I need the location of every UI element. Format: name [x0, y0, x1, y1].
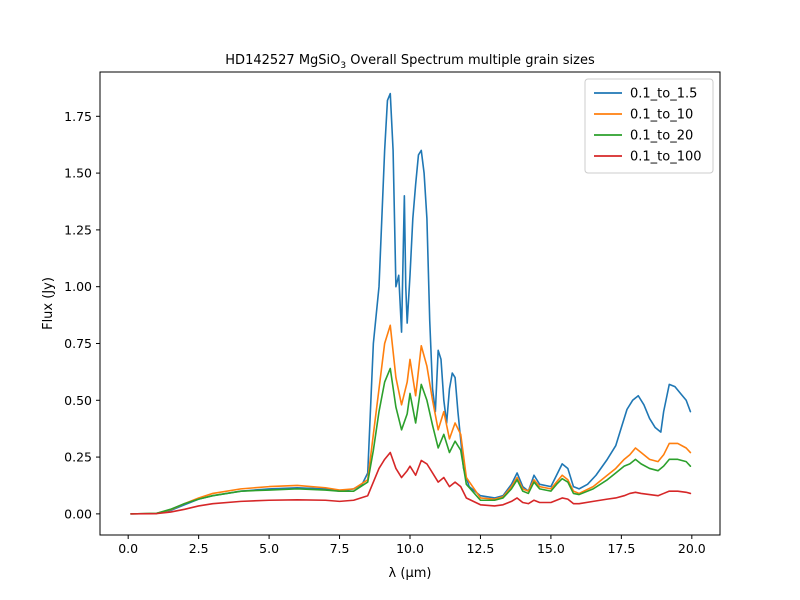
y-tick-label: 0.75 [64, 336, 92, 351]
y-tick-label: 0.00 [64, 506, 92, 521]
x-axis-label: λ (μm) [389, 566, 432, 581]
legend: 0.1_to_1.5 0.1_to_10 0.1_to_20 0.1_to_100 [584, 78, 714, 174]
title-rest: Overall Spectrum multiple grain sizes [346, 53, 595, 68]
x-tick-label: 2.5 [189, 541, 209, 556]
y-tick-label: 0.50 [64, 393, 92, 408]
y-axis-ticks: 0.00 0.25 0.50 0.75 1.00 1.25 1.50 1.75 [64, 109, 100, 521]
y-tick-label: 1.00 [64, 279, 92, 294]
y-tick-label: 1.50 [64, 166, 92, 181]
legend-label: 0.1_to_1.5 [630, 87, 697, 102]
y-axis-label: Flux (Jy) [41, 277, 56, 330]
x-tick-label: 12.5 [467, 541, 495, 556]
y-tick-label: 0.25 [64, 450, 92, 465]
series-line-1 [130, 92, 692, 515]
y-tick-label: 1.75 [64, 109, 92, 124]
legend-box [584, 78, 714, 174]
x-tick-label: 7.5 [330, 541, 350, 556]
x-tick-label: 5.0 [259, 541, 279, 556]
x-tick-label: 0.0 [118, 541, 138, 556]
x-tick-label: 10.0 [396, 541, 424, 556]
legend-label: 0.1_to_100 [630, 150, 702, 165]
legend-label: 0.1_to_10 [630, 108, 693, 123]
legend-label: 0.1_to_20 [630, 129, 693, 144]
y-tick-label: 1.25 [64, 222, 92, 237]
title-subscript: 3 [340, 61, 346, 71]
title-main: HD142527 MgSiO [225, 53, 340, 68]
x-axis-ticks: 0.0 2.5 5.0 7.5 10.0 12.5 15.0 17.5 20.0 [118, 535, 706, 556]
series-layer [130, 92, 692, 515]
series-line-2 [130, 324, 692, 515]
series-line-3 [130, 367, 692, 515]
series-line-4 [130, 451, 692, 515]
x-tick-label: 20.0 [678, 541, 706, 556]
x-tick-label: 17.5 [607, 541, 635, 556]
chart-title: HD142527 MgSiO3 Overall Spectrum multipl… [225, 53, 595, 71]
x-tick-label: 15.0 [537, 541, 565, 556]
